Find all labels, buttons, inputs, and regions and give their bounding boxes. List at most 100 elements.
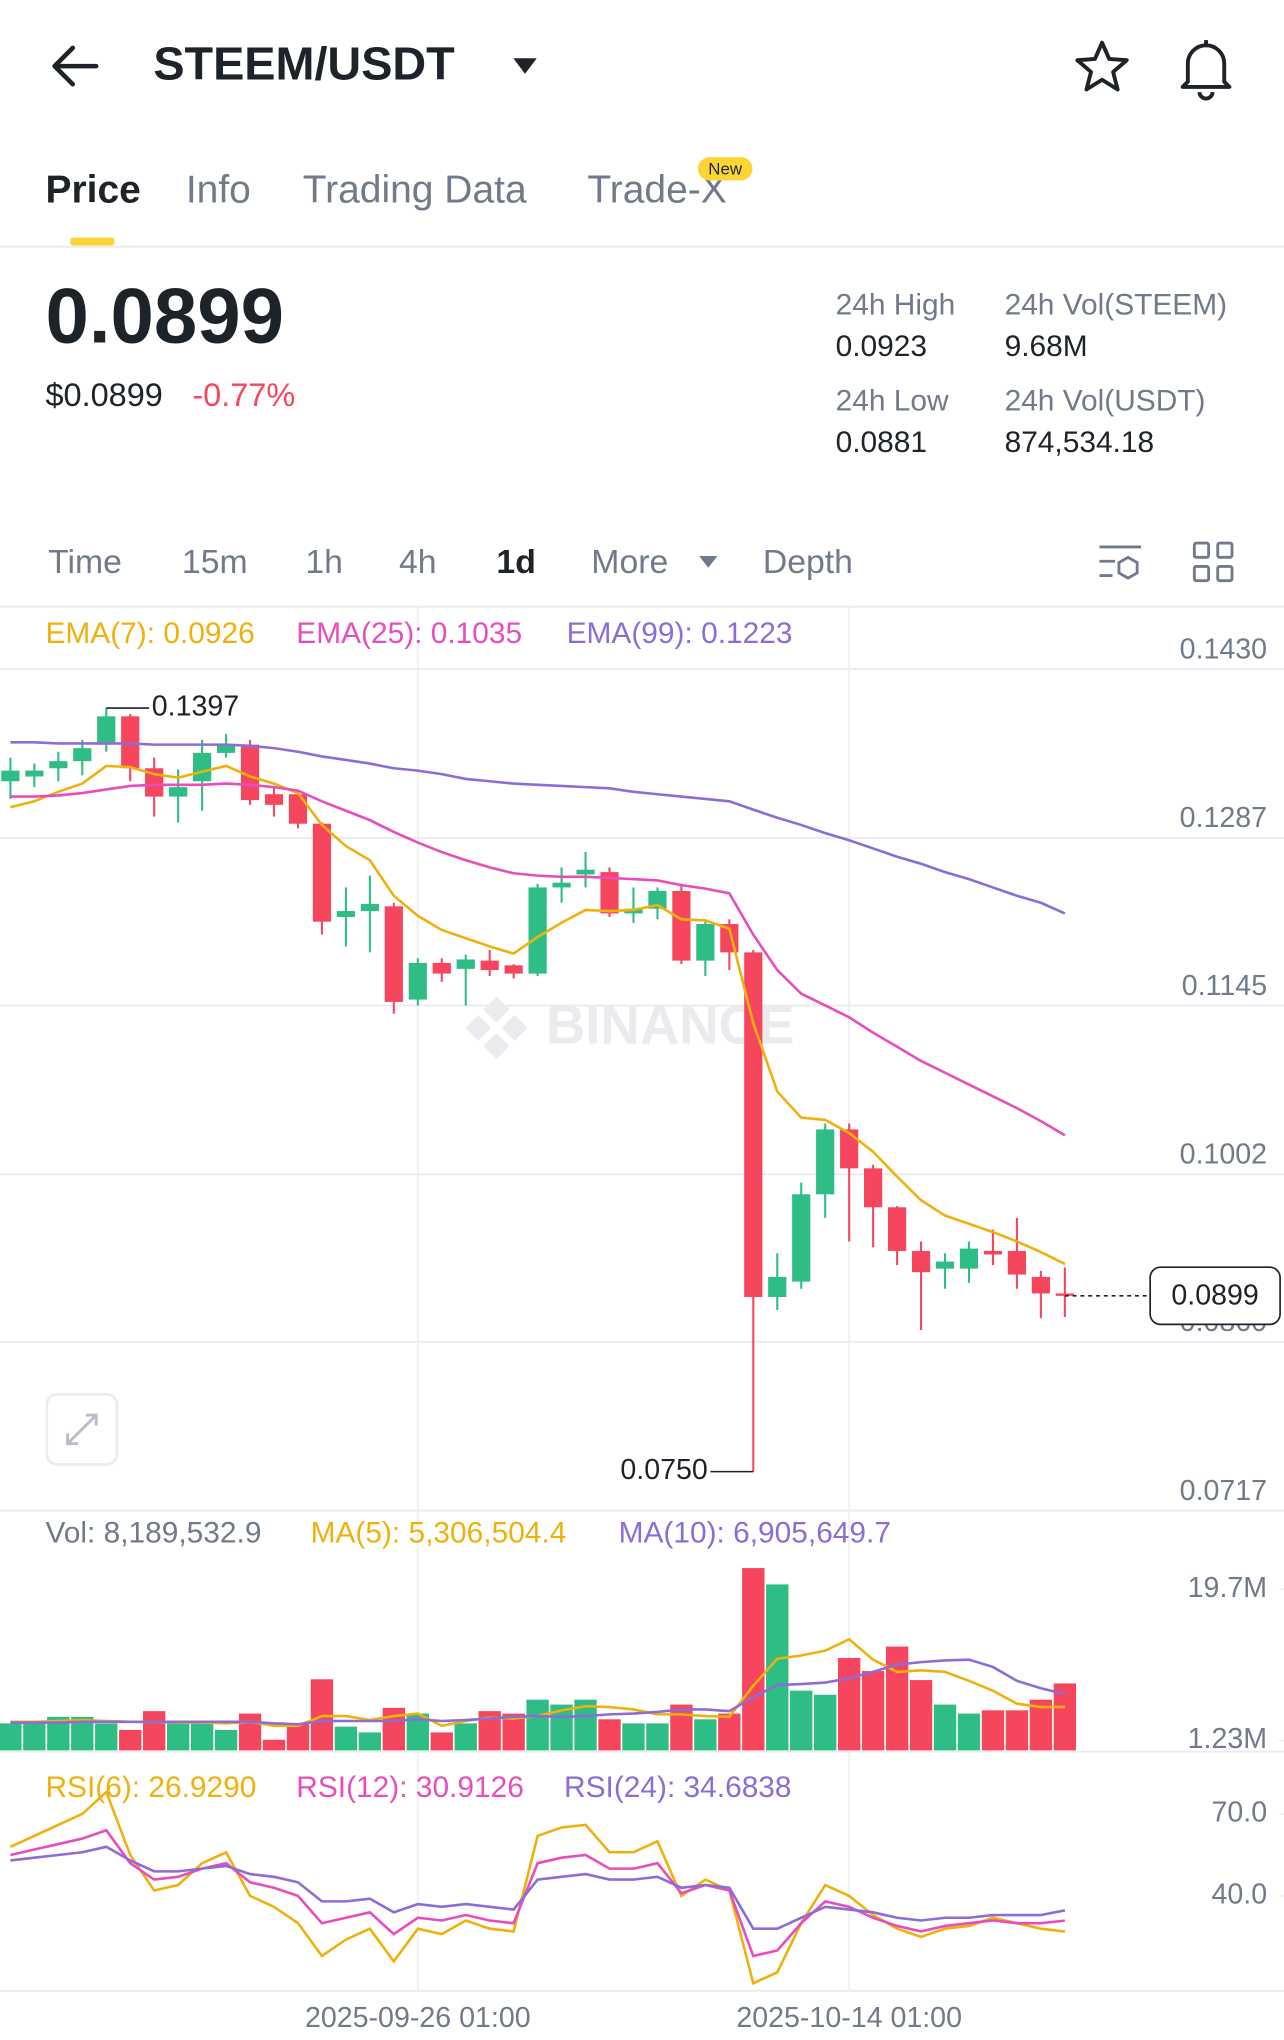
price-change: -0.77% <box>192 377 295 413</box>
interval-option[interactable]: 1d <box>496 543 535 581</box>
tab[interactable]: Trading Data <box>303 168 527 211</box>
candle-body <box>264 794 284 805</box>
volume-bar <box>981 1710 1005 1751</box>
volume-bar <box>742 1568 765 1751</box>
candle-body <box>216 744 236 753</box>
indicator-line <box>10 1658 1066 1726</box>
volume-bar <box>71 1716 94 1751</box>
expand-chart-button[interactable] <box>45 1392 119 1466</box>
tab[interactable]: Info <box>186 168 251 211</box>
candle-body <box>360 903 379 912</box>
last-price-tag <box>1149 1266 1281 1326</box>
y-tick-label: 0.1287 <box>1180 802 1267 834</box>
favorite-button[interactable] <box>1075 40 1129 92</box>
new-badge <box>697 157 753 181</box>
volume-bar <box>861 1671 885 1751</box>
candle-body <box>193 752 212 782</box>
volume-bar <box>622 1723 645 1751</box>
indicator-line <box>10 740 1066 915</box>
candle-body <box>816 1129 835 1195</box>
volume-bar <box>143 1711 166 1751</box>
volume-bar <box>478 1711 501 1751</box>
volume-bar <box>358 1732 382 1751</box>
interval-bar: Time 15m 1h 4h 1d More Depth <box>48 543 853 581</box>
candle-body <box>600 872 619 914</box>
candle-body <box>312 823 332 922</box>
volume-bar <box>837 1657 861 1751</box>
last-price-label: 0.0899 <box>1171 1280 1258 1312</box>
y-tick-label: 70.0 <box>1211 1797 1267 1829</box>
candle-body <box>73 748 92 762</box>
pair-title[interactable]: STEEM/USDT <box>153 38 455 90</box>
stat-value: 874,534.18 <box>1005 426 1155 459</box>
candle-body <box>97 716 116 745</box>
y-tick-label: 0.1430 <box>1180 633 1267 665</box>
interval-option[interactable]: 15m <box>182 543 248 581</box>
volume-bar <box>190 1723 214 1751</box>
usd-price: $0.0899 <box>45 377 162 413</box>
layout-toggle[interactable] <box>1192 541 1234 583</box>
legend-entry: MA(10): 6,905,649.7 <box>619 1517 891 1550</box>
candle-body <box>169 787 188 797</box>
volume-bar <box>286 1723 310 1751</box>
volume-bar <box>1029 1699 1053 1751</box>
tab-bar: Price Info Trading Data Trade-X <box>45 168 726 211</box>
candle-body <box>864 1168 883 1208</box>
legend-entry: MA(5): 5,306,504.4 <box>311 1517 567 1550</box>
volume-bar <box>766 1584 789 1751</box>
candle-body <box>288 794 308 824</box>
y-tick-label: 0.1145 <box>1182 970 1267 1002</box>
interval-option[interactable]: Depth <box>763 543 853 581</box>
volume-bar <box>1005 1710 1029 1751</box>
volume-bar <box>238 1713 262 1751</box>
candle-body <box>480 960 499 971</box>
volume-bar <box>166 1723 190 1751</box>
stat-label: 24h Low <box>836 385 949 418</box>
candle-body <box>840 1129 859 1169</box>
volume-bar <box>574 1699 597 1751</box>
candle-body <box>935 1261 955 1269</box>
indicator-line <box>10 1845 1066 1930</box>
y-tick-label: 40.0 <box>1211 1878 1267 1910</box>
y-tick-label: 1.23M <box>1188 1723 1267 1755</box>
volume-bar <box>47 1716 70 1751</box>
candle-body <box>336 911 355 917</box>
back-button[interactable] <box>52 45 99 87</box>
candle-body <box>1055 1293 1074 1296</box>
volume-bar <box>262 1739 286 1751</box>
stat-label: 24h High <box>836 288 956 321</box>
min-label: 0.0750 <box>620 1454 707 1486</box>
pair-dropdown[interactable] <box>513 58 537 74</box>
legend-entry: RSI(24): 34.6838 <box>564 1771 792 1804</box>
indicator-line <box>10 1828 1066 1958</box>
volume-bar <box>406 1713 429 1751</box>
candle-body <box>1007 1250 1027 1275</box>
volume-bar <box>814 1694 837 1751</box>
volume-current: Vol: 8,189,532.9 <box>45 1517 261 1550</box>
legend-entry: EMA(25): 0.1035 <box>296 617 522 650</box>
volume-bar <box>454 1723 477 1751</box>
chart-area: 2025-09-26 01:00 2025-10-14 01:00 0.1430 0.… <box>0 606 1284 2034</box>
volume-bar <box>214 1729 238 1751</box>
legend-entry: EMA(99): 0.1223 <box>567 617 793 650</box>
interval-option[interactable]: 1h <box>305 543 343 581</box>
x-tick-label: 2025-09-26 01:00 <box>305 2002 531 2034</box>
tab[interactable]: Price <box>45 168 140 211</box>
volume-bar <box>909 1680 933 1751</box>
volume-bar <box>957 1713 981 1751</box>
alert-button[interactable] <box>1180 40 1232 101</box>
candle-body <box>744 952 763 1297</box>
indicator-settings[interactable] <box>1099 545 1142 580</box>
candle-body <box>1 770 20 782</box>
candle-body <box>696 924 715 961</box>
more-dropdown[interactable] <box>699 556 718 568</box>
interval-option[interactable]: Time <box>48 543 122 581</box>
new-badge-text: New <box>708 160 743 179</box>
interval-option[interactable]: 4h <box>399 543 437 581</box>
interval-option[interactable]: More <box>591 543 668 581</box>
volume-bar <box>790 1690 813 1751</box>
candle-body <box>384 906 403 1002</box>
candle-body <box>887 1207 907 1251</box>
volume-bar <box>334 1726 358 1751</box>
